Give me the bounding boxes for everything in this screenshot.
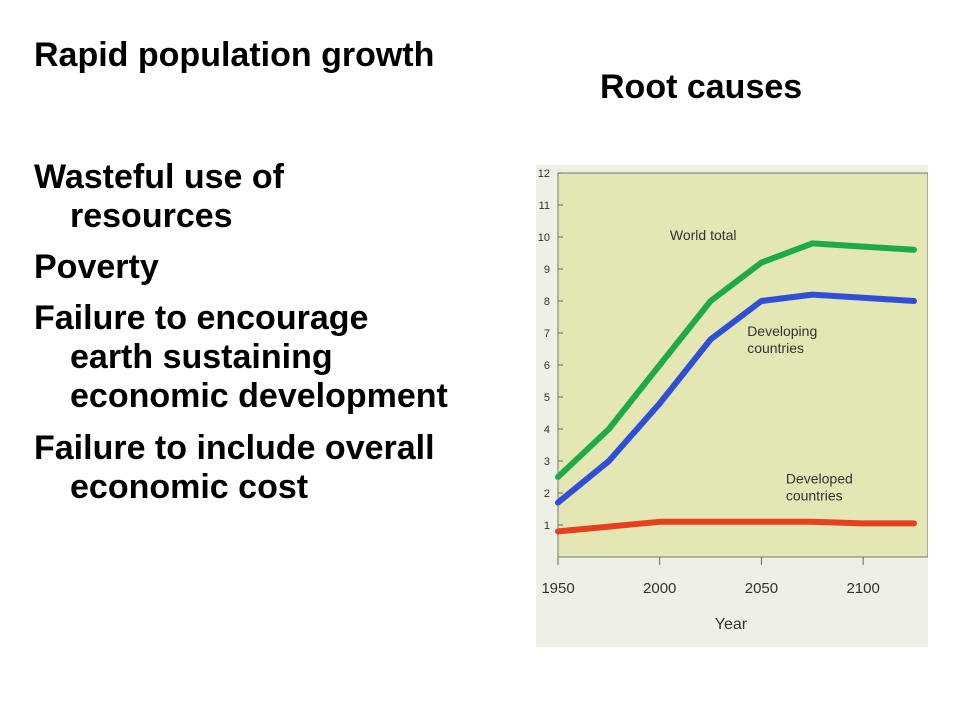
label-developed-countries-line: countries <box>786 487 843 503</box>
bullet-text: economic development <box>70 377 448 416</box>
bullet-item: Poverty <box>34 248 534 287</box>
series-line-developed-countries <box>555 518 917 535</box>
slide-title: Rapid population growth <box>34 36 435 74</box>
x-tick-label: 2100 <box>846 580 879 597</box>
bullet-item: Wasteful use of resources <box>34 158 534 236</box>
label-developing-countries-line: countries <box>747 340 804 356</box>
y-tick-label: 11 <box>539 200 550 212</box>
bullet-item: Failure to encourage earth sustaining ec… <box>34 299 534 416</box>
bullet-text: resources <box>70 197 233 236</box>
x-tick-label: 1950 <box>541 580 574 597</box>
plot-area <box>557 172 928 558</box>
label-world-total-line: World total <box>670 227 737 243</box>
y-tick-label: 10 <box>538 232 550 244</box>
label-world-total: World total <box>670 227 737 243</box>
label-developed-countries: Developed countries <box>786 470 853 503</box>
series-line-world-total <box>555 240 917 480</box>
bullet-text: earth sustaining <box>70 338 333 377</box>
label-developing-countries-line: Developing <box>747 323 817 339</box>
label-developing-countries: Developing countries <box>747 323 817 356</box>
y-tick-label: 12 <box>538 168 550 180</box>
slide-subtitle: Root causes <box>600 68 803 106</box>
y-tick-label: 7 <box>544 328 550 340</box>
bullet-item: Failure to include overall economic cost <box>34 429 534 507</box>
y-tick-label: 8 <box>544 296 550 308</box>
chart-svg: 12 11 10 9 8 7 6 5 4 3 2 1 1950 2000 2050 2100 Year World… <box>536 165 928 647</box>
y-tick-label: 4 <box>544 424 550 436</box>
x-axis-label: Year <box>715 616 748 633</box>
y-tick-label: 1 <box>544 520 550 532</box>
y-tick-label: 6 <box>544 360 550 372</box>
x-tick-label: 2000 <box>643 580 676 597</box>
bullet-text: Wasteful use of <box>34 158 284 196</box>
bullet-text: Failure to include overall <box>34 428 435 467</box>
label-developed-countries-line: Developed <box>786 470 853 486</box>
bullet-text: economic cost <box>70 467 309 506</box>
bullet-text: Failure to encourage <box>34 299 369 338</box>
x-tick-label: 2050 <box>745 580 778 597</box>
y-tick-label: 5 <box>544 392 550 404</box>
population-chart: 12 11 10 9 8 7 6 5 4 3 2 1 1950 2000 2050 2100 Year World… <box>536 165 928 647</box>
bullet-list: Wasteful use of resources Poverty Failur… <box>34 158 534 519</box>
y-tick-label: 2 <box>544 488 550 500</box>
y-tick-label: 9 <box>544 264 550 276</box>
y-tick-label: 3 <box>544 456 550 468</box>
series-line-developing-countries <box>555 291 917 506</box>
bullet-text: Poverty <box>34 248 159 287</box>
